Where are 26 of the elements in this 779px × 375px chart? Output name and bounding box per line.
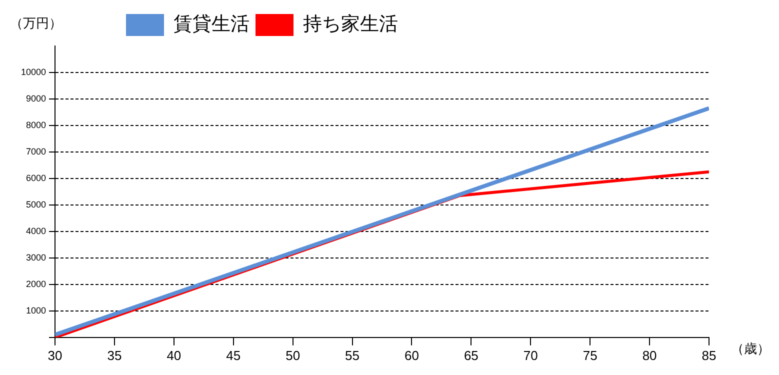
x-tick-label: 85 (702, 348, 716, 363)
y-tick-label: 6000 (26, 172, 46, 183)
y-tick-label: 4000 (26, 226, 46, 236)
legend-label: 賃貸生活 (174, 12, 250, 35)
legend-label: 持ち家生活 (303, 12, 398, 35)
x-tick-label: 65 (464, 348, 478, 363)
x-tick-label: 40 (166, 348, 182, 363)
x-tick-label: 35 (107, 348, 122, 363)
x-tick-label: 55 (345, 348, 360, 363)
y-tick-label: 3000 (26, 252, 46, 262)
y-tick-label: 2000 (26, 278, 46, 289)
y-tick-label: 9000 (26, 93, 46, 104)
x-tick-label: 45 (226, 348, 241, 363)
x-tick-label: 70 (523, 348, 538, 363)
x-tick-label: 75 (582, 348, 598, 363)
y-tick-label: 5000 (26, 199, 46, 210)
x-tick-label: 80 (642, 348, 657, 363)
x-tick-label: 30 (48, 348, 62, 363)
y-tick-label: 7000 (26, 146, 46, 156)
x-axis-title: （歳） (731, 342, 770, 357)
x-tick-label: 50 (286, 348, 300, 363)
y-tick-label: 8000 (26, 120, 46, 130)
y-axis-title: （万円） (10, 16, 62, 32)
y-tick-label: 10000 (20, 66, 46, 77)
y-tick-label: 1000 (26, 305, 46, 316)
x-tick-label: 60 (404, 348, 419, 363)
